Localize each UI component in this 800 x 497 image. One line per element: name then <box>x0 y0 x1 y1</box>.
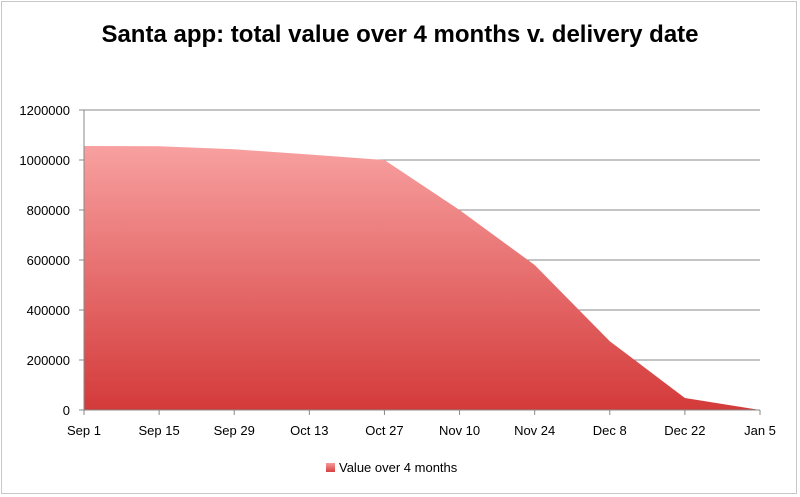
x-tick-label: Nov 24 <box>514 423 555 438</box>
y-tick-label: 800000 <box>27 203 70 218</box>
x-tick-label: Oct 27 <box>365 423 403 438</box>
y-tick-label: 0 <box>63 403 70 418</box>
legend-swatch <box>326 462 335 472</box>
x-tick-label: Sep 1 <box>67 423 101 438</box>
x-tick-label: Dec 22 <box>664 423 705 438</box>
y-tick-label: 1000000 <box>19 153 70 168</box>
x-tick-label: Nov 10 <box>439 423 480 438</box>
x-tick-labels: Sep 1 Sep 15 Sep 29 Oct 13 Oct 27 Nov 10 Nov 2… <box>67 423 776 438</box>
x-tick-label: Oct 13 <box>290 423 328 438</box>
x-tick-label: Sep 15 <box>139 423 180 438</box>
x-tick-label: Sep 29 <box>214 423 255 438</box>
series-area <box>84 146 760 410</box>
x-tick-label: Dec 8 <box>593 423 627 438</box>
y-tick-label: 200000 <box>27 353 70 368</box>
chart-title: Santa app: total value over 4 months v. … <box>101 21 699 48</box>
y-tick-label: 600000 <box>27 253 70 268</box>
legend: Value over 4 months <box>326 458 457 476</box>
x-tick-label: Jan 5 <box>744 423 776 438</box>
y-tick-label: 1200000 <box>19 103 70 118</box>
legend-label: Value over 4 months <box>339 459 458 475</box>
y-tick-labels: 0 200000 400000 600000 800000 1000000 1200000 <box>19 103 70 418</box>
axes <box>79 109 761 415</box>
y-tick-label: 400000 <box>27 303 70 318</box>
